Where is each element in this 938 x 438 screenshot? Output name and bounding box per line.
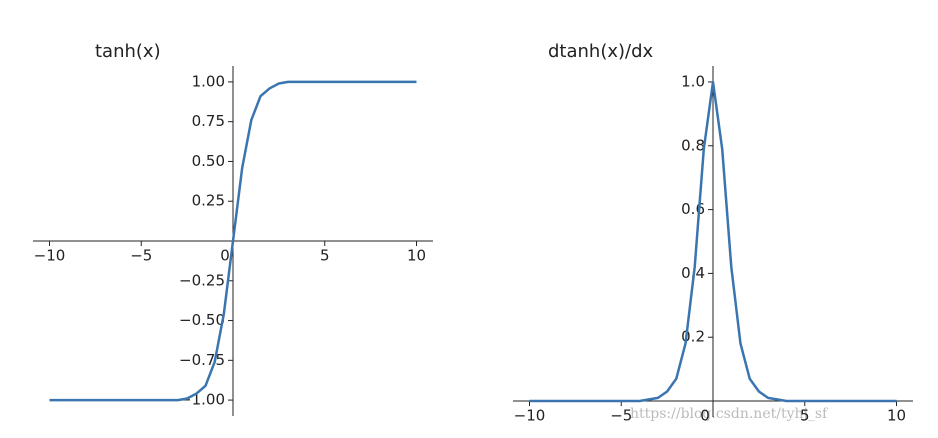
x-tick-label: 0	[220, 247, 230, 265]
x-tick-label: 5	[800, 407, 810, 425]
y-tick-label: −0.50	[179, 311, 225, 329]
x-tick-label: −5	[130, 247, 152, 265]
x-tick-label: −10	[34, 247, 66, 265]
chart-title: tanh(x)	[95, 41, 161, 62]
x-tick-label: 0	[700, 407, 710, 425]
data-line	[49, 80, 417, 402]
x-tick-label: −5	[610, 407, 632, 425]
y-tick-label: 0.75	[192, 112, 225, 130]
x-tick-label: 10	[887, 407, 906, 425]
chart-title: dtanh(x)/dx	[548, 41, 654, 62]
y-tick-label: −1.00	[179, 391, 225, 409]
x-tick-label: 5	[320, 247, 330, 265]
y-tick-label: 1.00	[192, 72, 225, 90]
x-tick-label: −10	[514, 407, 546, 425]
y-tick-label: 0.25	[192, 192, 225, 210]
y-tick-label: 0.6	[681, 200, 705, 218]
x-tick-label: 10	[407, 247, 426, 265]
y-tick-label: 0.8	[681, 136, 705, 154]
y-tick-label: −0.75	[179, 351, 225, 369]
data-line	[529, 80, 897, 403]
watermark: https://blog.csdn.net/tyhj_sf	[630, 406, 829, 422]
y-tick-label: 1.0	[681, 72, 705, 90]
y-tick-label: 0.50	[192, 152, 225, 170]
y-tick-label: −0.25	[179, 271, 225, 289]
